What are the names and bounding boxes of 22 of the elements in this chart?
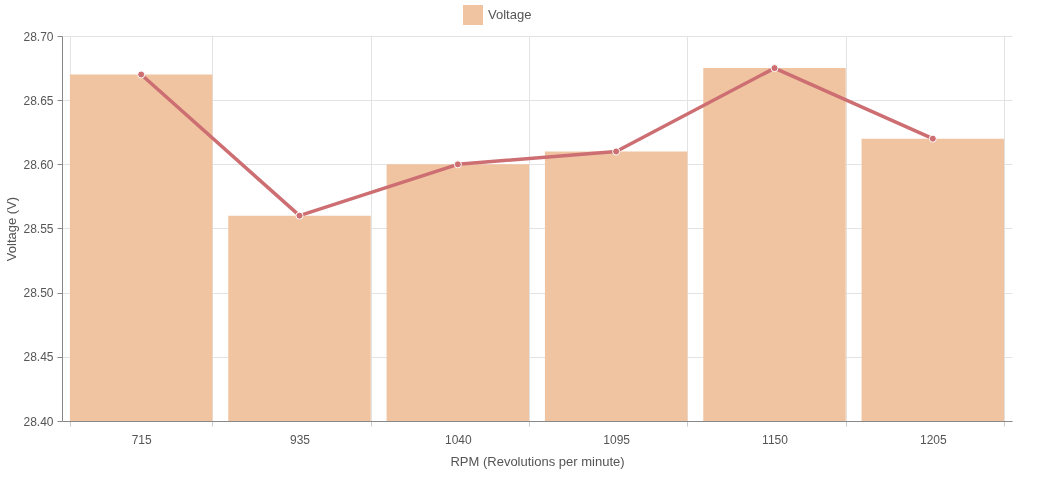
- point: [295, 211, 304, 220]
- x-tick-label: 1205: [919, 432, 947, 447]
- point: [137, 70, 146, 79]
- y-tick-label: 28.65: [23, 93, 54, 108]
- y-tick-label: 28.50: [23, 286, 54, 301]
- x-axis-title: RPM (Revolutions per minute): [450, 453, 625, 469]
- x-tick-label: 1040: [444, 432, 472, 447]
- y-axis-title: Voltage (V): [4, 196, 20, 262]
- y-tick-label: 28.60: [23, 157, 54, 172]
- x-tick-label: 1095: [603, 432, 631, 447]
- x-tick-label: 1150: [762, 432, 789, 447]
- x-tick-label: 935: [289, 432, 311, 447]
- y-tick-label: 28.40: [23, 414, 54, 429]
- y-tick-label: 28.55: [23, 222, 54, 236]
- y-tick-label: 28.70: [23, 29, 54, 44]
- legend-label: Voltage: [488, 7, 532, 22]
- point: [612, 147, 621, 156]
- y-tick-label: 28.45: [23, 350, 54, 365]
- point: [770, 64, 779, 73]
- point: [453, 160, 462, 169]
- x-tick-label: 715: [131, 432, 152, 447]
- point: [928, 134, 937, 143]
